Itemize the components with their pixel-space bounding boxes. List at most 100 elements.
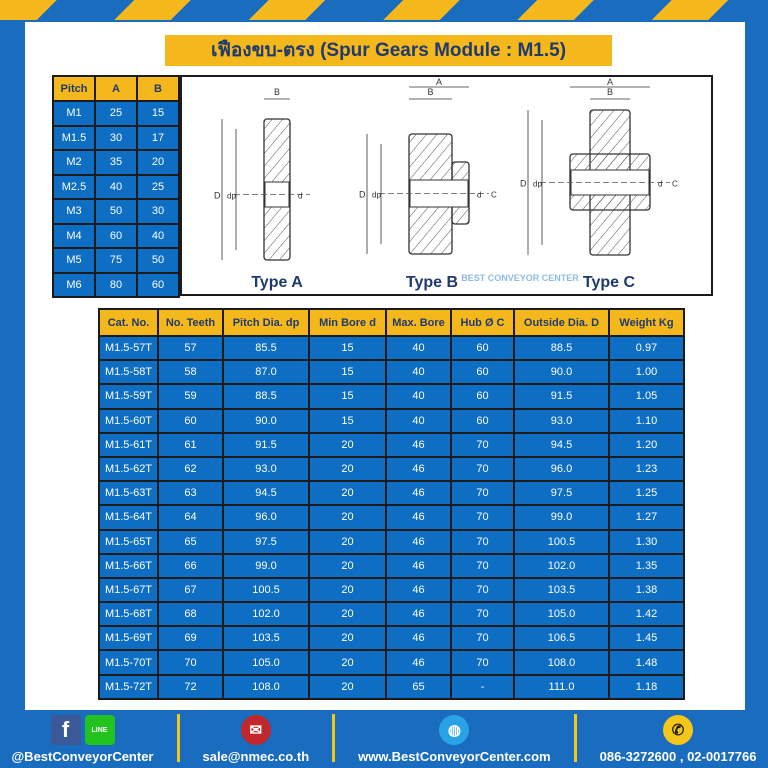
table-row: M1.5-64T 64 96.0 20 46 70 99.0 1.27 — [98, 504, 685, 531]
spec-cell: 61 — [157, 431, 224, 458]
spec-cell: 70 — [450, 601, 515, 628]
spec-cell: 40 — [385, 359, 452, 386]
spec-cell: 102.0 — [513, 552, 610, 579]
pitch-row: M4 60 40 — [52, 222, 180, 249]
pitch-cell: 40 — [94, 173, 138, 200]
spec-cell: 46 — [385, 576, 452, 604]
divider — [176, 714, 180, 762]
dim-label-D: D — [359, 190, 366, 200]
spec-header: Hub Ø C — [450, 308, 515, 337]
pitch-cell: M5 — [52, 247, 96, 274]
spec-cell: 108.0 — [222, 673, 310, 700]
spec-cell: 91.5 — [222, 431, 310, 458]
table-row: M1.5-69T 69 103.5 20 46 70 106.5 1.45 — [98, 625, 685, 652]
spec-cell: 70 — [450, 552, 515, 579]
type-label: Type A — [251, 274, 303, 291]
pitch-cell: 80 — [94, 271, 138, 298]
pitch-row: M3 50 30 — [52, 198, 180, 225]
pitch-cell: 20 — [136, 149, 180, 176]
table-row: M1.5-58T 58 87.0 15 40 60 90.0 1.00 — [98, 359, 685, 386]
phone-icon: ✆ — [663, 715, 694, 745]
spec-cell: 72 — [157, 673, 224, 700]
spec-cell: 20 — [308, 576, 387, 604]
pitch-cell: M2 — [52, 149, 96, 176]
dim-label-d: d — [658, 180, 662, 189]
table-row: M1.5-66T 66 99.0 20 46 70 102.0 1.35 — [98, 552, 685, 579]
divider — [332, 714, 336, 762]
spec-cell: 105.0 — [222, 649, 310, 676]
spec-cell: 1.20 — [608, 431, 685, 458]
pitch-cell: 30 — [136, 198, 180, 225]
spec-cell: 97.5 — [222, 528, 310, 555]
spec-cell: 70 — [450, 625, 515, 652]
spec-cell: M1.5-61T — [98, 431, 159, 458]
type-label: Type C — [583, 274, 636, 291]
spec-cell: 46 — [385, 649, 452, 676]
spec-cell: 100.5 — [513, 528, 610, 555]
spec-cell: 20 — [308, 625, 387, 652]
facebook-icon[interactable]: f — [50, 715, 81, 745]
footer-website[interactable]: ◍ www.BestConveyorCenter.com — [358, 714, 551, 764]
spec-cell: 20 — [308, 601, 387, 628]
spec-cell: 46 — [385, 455, 452, 483]
bore — [570, 169, 650, 196]
spec-cell: 60 — [450, 407, 515, 434]
social-handle[interactable]: @BestConveyorCenter — [11, 749, 154, 764]
spec-cell: 100.5 — [222, 576, 310, 604]
spec-cell: 15 — [308, 383, 387, 410]
line-icon[interactable]: LINE — [84, 715, 115, 745]
website-link[interactable]: www.BestConveyorCenter.com — [358, 749, 551, 764]
footer-email[interactable]: ✉ sale@nmec.co.th — [202, 714, 310, 764]
spec-header: Min Bore d — [308, 308, 387, 337]
pitch-row: M6 80 60 — [52, 271, 180, 298]
table-row: M1.5-65T 65 97.5 20 46 70 100.5 1.30 — [98, 528, 685, 555]
phone-numbers[interactable]: 086-3272600 , 02-0017766 — [599, 749, 757, 764]
pitch-cell: M1.5 — [52, 124, 96, 151]
spec-cell: 91.5 — [513, 383, 610, 410]
table-row: M1.5-57T 57 85.5 15 40 60 88.5 0.97 — [98, 334, 685, 362]
spec-cell: 96.0 — [513, 455, 610, 483]
spec-cell: 1.38 — [608, 576, 685, 604]
spec-cell: 20 — [308, 649, 387, 676]
spec-cell: 1.42 — [608, 601, 685, 628]
email-link[interactable]: sale@nmec.co.th — [202, 749, 310, 764]
footer-phone[interactable]: ✆ 086-3272600 , 02-0017766 — [599, 714, 757, 764]
pitch-row: M1.5 30 17 — [52, 124, 180, 151]
spec-cell: 60 — [450, 359, 515, 386]
spec-cell: M1.5-64T — [98, 504, 159, 531]
table-row: M1.5-68T 68 102.0 20 46 70 105.0 1.42 — [98, 601, 685, 628]
watermark-text: BEST CONVEYOR CENTER — [461, 273, 579, 283]
pitch-cell: 40 — [136, 222, 180, 249]
spec-cell: M1.5-72T — [98, 673, 159, 700]
spec-cell: 46 — [385, 625, 452, 652]
pitch-header: B — [136, 75, 180, 102]
spec-cell: 85.5 — [222, 334, 310, 362]
spec-cell: 59 — [157, 383, 224, 410]
spec-header: Weight Kg — [608, 308, 685, 337]
spec-header: Pitch Dia. dp — [222, 308, 310, 337]
divider — [573, 714, 577, 762]
spec-cell: 20 — [308, 480, 387, 507]
spec-cell: M1.5-59T — [98, 383, 159, 410]
spec-cell: 15 — [308, 359, 387, 386]
spec-cell: 46 — [385, 552, 452, 579]
pitch-cell: 30 — [94, 124, 138, 151]
spec-cell: 60 — [450, 383, 515, 410]
spec-cell: 46 — [385, 480, 452, 507]
table-row: M1.5-70T 70 105.0 20 46 70 108.0 1.48 — [98, 649, 685, 676]
spec-cell: 1.00 — [608, 359, 685, 386]
dim-label-B: B — [607, 87, 613, 97]
spec-cell: 46 — [385, 431, 452, 458]
spec-cell: 20 — [308, 528, 387, 555]
footer-social[interactable]: f LINE @BestConveyorCenter — [12, 714, 154, 764]
spec-cell: 46 — [385, 504, 452, 531]
spec-cell: 70 — [450, 528, 515, 555]
spec-cell: 46 — [385, 601, 452, 628]
spec-table: Cat. No. No. Teeth Pitch Dia. dp Min Bore d… — [98, 308, 685, 700]
pitch-cell: 50 — [136, 247, 180, 274]
spec-cell: 87.0 — [222, 359, 310, 386]
dim-label-d: d — [477, 191, 481, 200]
spec-cell: 40 — [385, 407, 452, 434]
spec-cell: M1.5-69T — [98, 625, 159, 652]
